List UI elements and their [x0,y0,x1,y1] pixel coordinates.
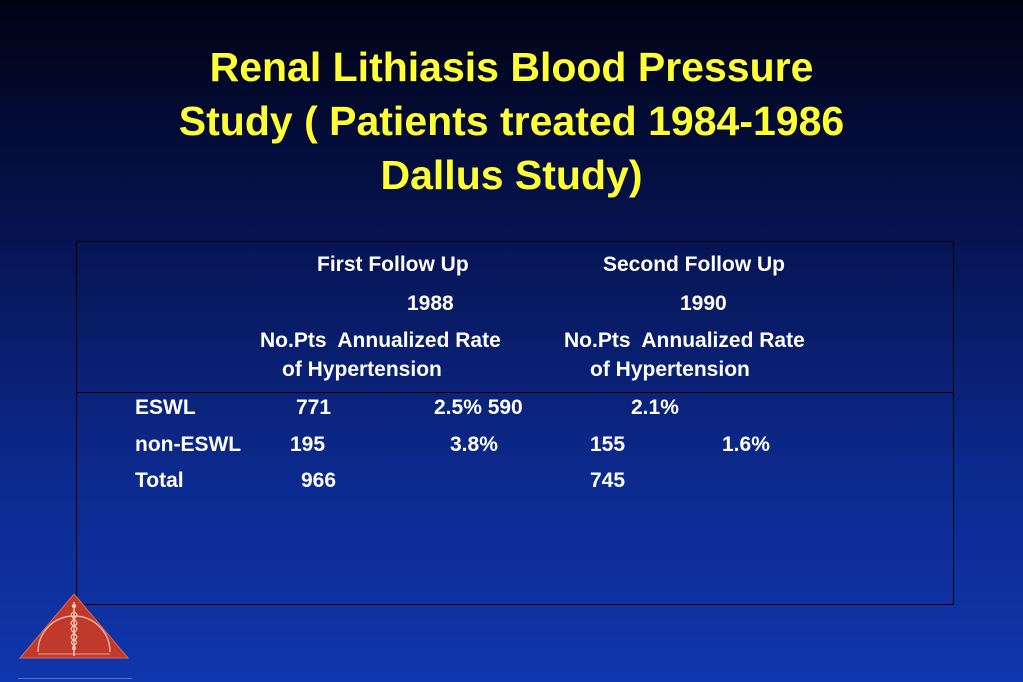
second-year-header: 1990 [680,292,727,315]
non-eswl-rate-1988: 3.8% [450,433,498,456]
row-label-non-eswl: non-ESWL [135,433,242,456]
row-label-eswl: ESWL [135,396,196,419]
second-columns-header: No.Pts Annualized Rate [564,329,805,352]
title-line-2: Study ( Patients treated 1984-1986 [178,98,845,144]
first-columns-header: No.Pts Annualized Rate [260,329,501,352]
eswl-pts-1988: 771 [296,396,332,419]
total-pts-1990: 745 [590,469,626,492]
first-follow-up-header: First Follow Up [317,253,469,276]
first-columns-header-line2: of Hypertension [282,358,442,381]
eswl-rate-1988: 2.5% 590 [434,396,523,419]
logo-underline [18,678,132,679]
non-eswl-pts-1990: 155 [590,433,626,456]
second-columns-header-line2: of Hypertension [590,358,750,381]
first-year-header: 1988 [407,292,454,315]
total-pts-1988: 966 [301,469,337,492]
row-label-total: Total [135,469,184,492]
slide-title: Renal Lithiasis Blood Pressure Study ( P… [0,40,1023,202]
non-eswl-pts-1988: 195 [290,433,326,456]
eswl-rate-1990: 2.1% [631,396,679,419]
header-divider [76,392,954,393]
title-line-1: Renal Lithiasis Blood Pressure [209,44,814,90]
data-table-border [76,241,954,605]
caduceus-triangle-logo [18,593,130,659]
non-eswl-rate-1990: 1.6% [722,433,770,456]
title-line-3: Dallus Study) [380,152,643,198]
second-follow-up-header: Second Follow Up [603,253,785,276]
